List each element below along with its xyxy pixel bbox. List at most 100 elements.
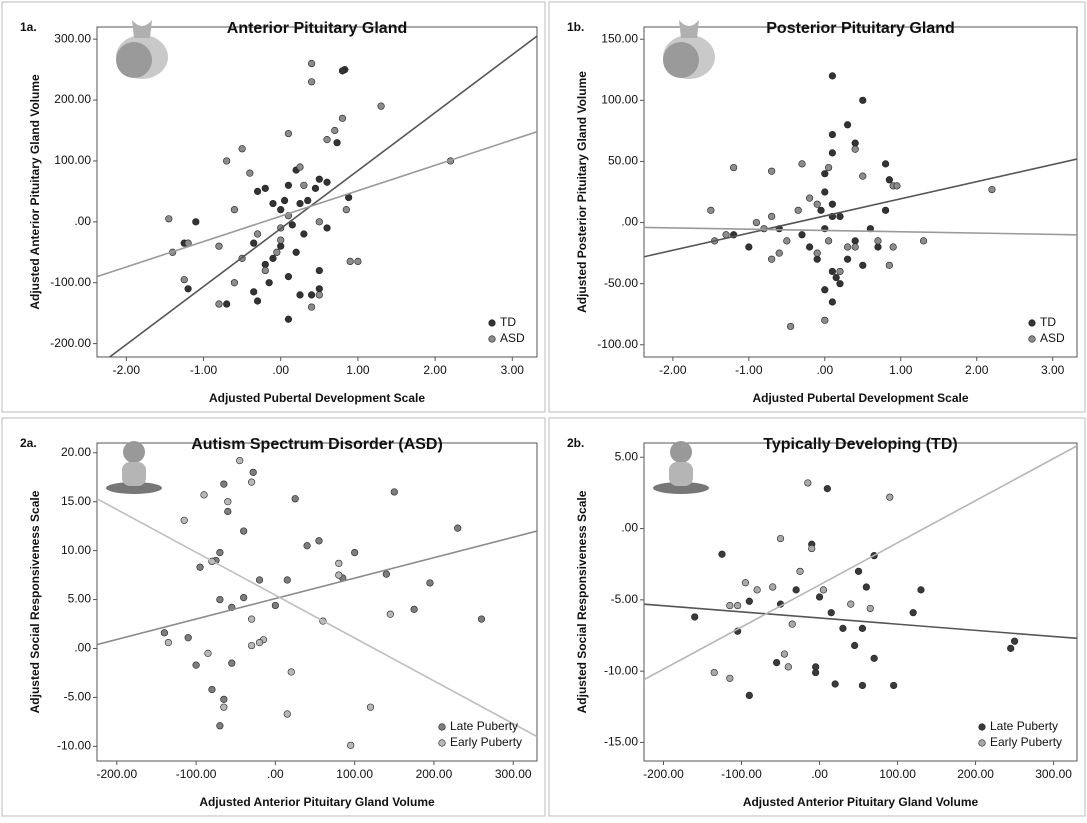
legend-label: TD (500, 315, 516, 329)
point (315, 285, 323, 293)
panel: -2.00 -1.00 .00 1.00 2.00 3.00 -100.00 -50.00 .0… (548, 1, 1086, 413)
point (886, 493, 894, 501)
point (881, 160, 890, 168)
point (315, 175, 323, 183)
point (292, 248, 300, 256)
point (224, 498, 232, 506)
gland-icon (679, 20, 699, 38)
gland-icon (116, 42, 152, 78)
point (854, 567, 863, 575)
point (291, 495, 299, 503)
point (220, 480, 228, 488)
point (769, 583, 777, 591)
point (223, 157, 231, 165)
point (223, 300, 231, 308)
y-axis-label: Adjusted Social Responsiveness Scale (575, 490, 589, 713)
y-tick-label: 150.00 (601, 31, 638, 45)
point (323, 178, 331, 186)
y-tick-label: -15.00 (604, 735, 638, 749)
point (885, 261, 893, 269)
x-tick-label: .00 (272, 363, 289, 377)
point (776, 534, 785, 543)
point (851, 237, 859, 245)
x-tick-label: .00 (267, 767, 284, 781)
point (796, 567, 804, 575)
point (184, 634, 192, 642)
point (315, 537, 323, 545)
point (204, 649, 212, 657)
child-icon (670, 441, 692, 463)
point (851, 243, 859, 251)
point (296, 163, 304, 171)
point (828, 298, 836, 306)
point (236, 457, 244, 465)
point (745, 691, 753, 700)
point (338, 67, 347, 75)
point (315, 291, 323, 299)
point (819, 586, 828, 594)
point (813, 249, 821, 257)
point (454, 524, 462, 532)
point (859, 172, 867, 180)
point (240, 527, 248, 535)
point (843, 255, 852, 263)
point (300, 230, 308, 238)
point (889, 243, 897, 251)
x-tick-label: 3.00 (501, 363, 525, 377)
point (284, 181, 293, 189)
point (284, 129, 293, 138)
point (335, 571, 343, 579)
point (200, 491, 208, 499)
x-axis-label: Adjusted Pubertal Development Scale (752, 391, 968, 405)
legend-marker (978, 723, 986, 731)
point (862, 583, 870, 591)
y-tick-label: .00 (74, 641, 91, 655)
x-tick-label: 2.00 (423, 363, 447, 377)
y-tick-label: 200.00 (54, 92, 91, 106)
panel-label: 1b. (567, 20, 584, 34)
point (164, 639, 172, 647)
point (253, 187, 262, 195)
point (296, 291, 304, 299)
point (866, 604, 874, 613)
panel: -2.00 -1.00 .00 1.00 2.00 3.00 -200.00 -100.00.… (1, 1, 546, 413)
child-icon (669, 462, 693, 486)
y-tick-label: .00 (621, 521, 638, 535)
point (909, 609, 917, 617)
point (180, 276, 188, 284)
point (836, 280, 844, 288)
point (893, 182, 901, 190)
point (812, 668, 820, 677)
point (828, 149, 836, 157)
point (247, 615, 256, 623)
point (718, 550, 726, 558)
panel: -200.00 -100.00 .00 100.00 200.00 300.00 -10.0… (1, 417, 546, 817)
y-tick-label: 5.00 (68, 592, 92, 606)
x-tick-label: 2.00 (965, 363, 989, 377)
point (338, 114, 347, 122)
point (890, 681, 898, 690)
point (730, 163, 738, 172)
legend-label: Late Puberty (450, 719, 518, 733)
point (311, 184, 320, 192)
point (284, 273, 293, 281)
point (691, 613, 699, 621)
point (787, 322, 795, 331)
point (333, 139, 341, 147)
point (804, 479, 812, 487)
point (216, 722, 224, 730)
legend-label: ASD (500, 331, 525, 345)
point (271, 601, 279, 610)
point (741, 579, 750, 587)
point (277, 236, 285, 244)
x-tick-label: 3.00 (1041, 363, 1065, 377)
point (215, 242, 223, 250)
point (216, 595, 224, 604)
point (843, 121, 852, 129)
chart-title: Anterior Pituitary Gland (227, 20, 407, 37)
trend-line (644, 603, 1077, 640)
panel-border (548, 417, 1086, 817)
y-tick-label: 100.00 (54, 153, 91, 167)
point (821, 188, 829, 196)
point (784, 663, 792, 671)
